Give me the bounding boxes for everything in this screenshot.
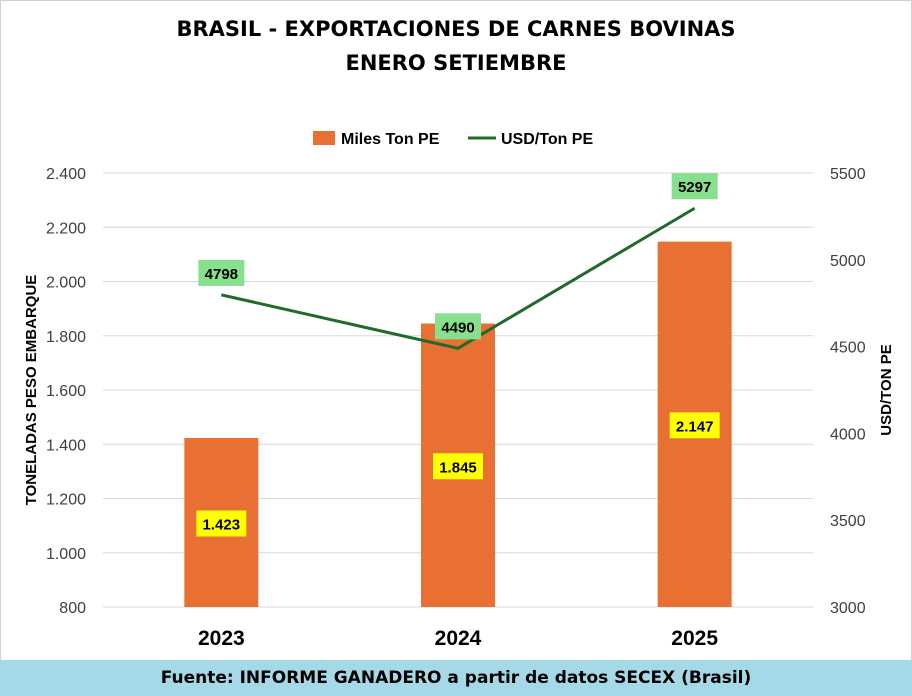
y2-tick-label: 4000 <box>830 426 866 443</box>
bar-data-label-bg <box>196 510 247 537</box>
bar-data-label-bg <box>433 453 483 480</box>
y-tick-label: 1.600 <box>46 383 86 400</box>
x-tick-label: 2023 <box>198 627 245 650</box>
legend: Miles Ton PE USD/Ton PE <box>313 131 593 148</box>
y-tick-label: 1.200 <box>46 492 86 509</box>
x-tick-label: 2024 <box>435 627 482 650</box>
line-data-label: 4798 <box>205 266 238 283</box>
y-tick-label: 800 <box>59 600 86 617</box>
line-data-label-bg <box>671 173 718 200</box>
line-series-usd <box>221 206 696 350</box>
y-tick-label: 1.000 <box>46 546 86 563</box>
y-tick-label: 2.200 <box>46 220 86 237</box>
x-tick-label: 2025 <box>671 627 718 650</box>
line-data-label-bg <box>435 313 481 340</box>
chart: BRASIL - EXPORTACIONES DE CARNES BOVINAS… <box>23 17 895 650</box>
legend-label-line: USD/Ton PE <box>501 131 593 148</box>
y2-tick-label: 3500 <box>830 513 866 530</box>
y-axis-title: TONELADAS PESO EMBARQUE <box>23 275 40 506</box>
y-tick-label: 1.800 <box>46 329 86 346</box>
line-data-label-bg <box>198 259 245 286</box>
legend-swatch-bar <box>313 131 335 145</box>
y2-axis-title: USD/TON PE <box>878 344 895 435</box>
chart-title-line2: ENERO SETIEMBRE <box>346 51 567 75</box>
bar-data-label: 1.423 <box>203 517 241 534</box>
chart-title-line1: BRASIL - EXPORTACIONES DE CARNES BOVINAS <box>176 17 735 41</box>
y2-tick-label: 3000 <box>830 600 866 617</box>
bar-data-label-bg <box>669 412 720 439</box>
y-tick-label: 1.400 <box>46 437 86 454</box>
y-tick-label: 2.000 <box>46 275 86 292</box>
y2-tick-label: 4500 <box>830 340 866 357</box>
source-footer: Fuente: INFORME GANADERO a partir de dat… <box>0 660 912 696</box>
bar-data-label: 1.845 <box>439 459 477 476</box>
y2-tick-label: 5000 <box>830 253 866 270</box>
line-data-label: 5297 <box>678 179 711 196</box>
y2-tick-label: 5500 <box>830 166 866 183</box>
y-tick-label: 2.400 <box>46 166 86 183</box>
legend-label-bar: Miles Ton PE <box>341 131 440 148</box>
line-data-label: 4490 <box>441 319 474 336</box>
bar-data-label: 2.147 <box>676 418 714 435</box>
